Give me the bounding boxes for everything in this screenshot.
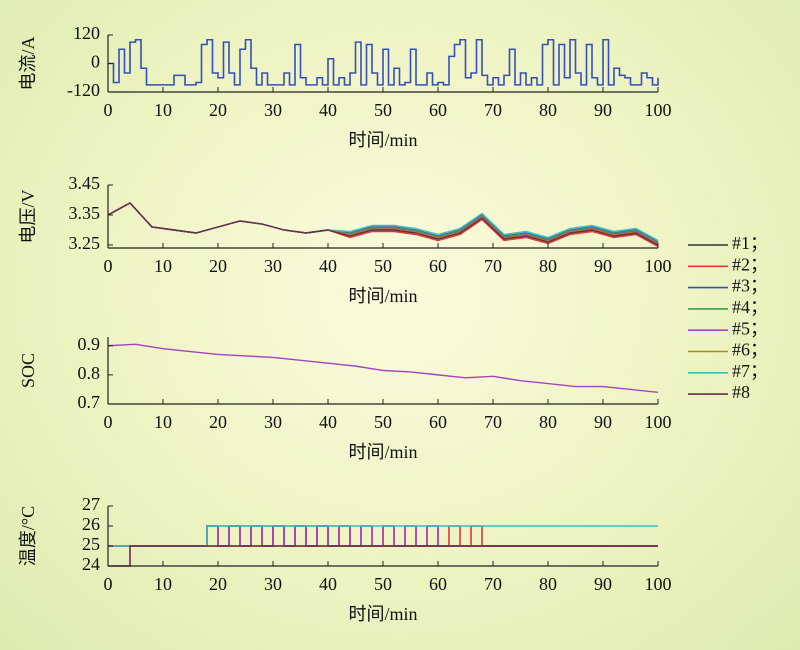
x-tick-label: 90: [594, 412, 612, 432]
legend-label: #5；: [732, 318, 768, 338]
x-tick-label: 90: [594, 100, 612, 120]
series-line: [107, 202, 659, 245]
x-tick-label: 30: [264, 256, 282, 276]
y-tick-label: 0.9: [78, 334, 101, 354]
x-tick-label: 60: [429, 100, 447, 120]
x-tick-label: 100: [645, 412, 672, 432]
series-line: [108, 525, 658, 547]
series-line: [107, 202, 659, 246]
x-tick-label: 20: [209, 574, 227, 594]
x-tick-label: 50: [374, 100, 392, 120]
y-tick-label: -120: [67, 80, 100, 100]
x-tick-label: 40: [319, 256, 337, 276]
x-axis-label: 时间/min: [348, 286, 417, 306]
y-axis-label: 电压/V: [18, 189, 38, 243]
x-tick-label: 10: [154, 574, 172, 594]
y-tick-label: 0.8: [78, 363, 101, 383]
x-tick-label: 80: [539, 574, 557, 594]
series-line: [107, 202, 659, 246]
x-tick-label: 80: [539, 412, 557, 432]
x-tick-label: 70: [484, 256, 502, 276]
x-tick-label: 20: [209, 256, 227, 276]
x-tick-label: 90: [594, 574, 612, 594]
y-tick-label: 0: [91, 52, 100, 72]
x-tick-label: 30: [264, 100, 282, 120]
x-tick-label: 70: [484, 100, 502, 120]
y-axis-label: SOC: [18, 353, 38, 388]
series-line: [108, 545, 658, 567]
x-tick-label: 0: [104, 256, 113, 276]
x-tick-label: 30: [264, 574, 282, 594]
y-axis-label: 温度/°C: [18, 506, 38, 566]
legend-label: #8: [732, 382, 750, 402]
x-tick-label: 0: [104, 412, 113, 432]
x-tick-label: 100: [645, 574, 672, 594]
x-tick-label: 80: [539, 256, 557, 276]
x-tick-label: 10: [154, 256, 172, 276]
x-tick-label: 50: [374, 256, 392, 276]
series-line: [107, 343, 659, 394]
x-tick-label: 60: [429, 256, 447, 276]
legend-label: #1；: [732, 233, 768, 253]
x-tick-label: 60: [429, 574, 447, 594]
x-tick-label: 50: [374, 574, 392, 594]
y-tick-label: 26: [82, 514, 100, 534]
legend-label: #3；: [732, 276, 768, 296]
x-tick-label: 100: [645, 256, 672, 276]
x-tick-label: 80: [539, 100, 557, 120]
y-tick-label: 3.35: [69, 203, 101, 223]
x-tick-label: 40: [319, 412, 337, 432]
y-tick-label: 3.45: [69, 173, 101, 193]
x-tick-label: 20: [209, 100, 227, 120]
x-axis-label: 时间/min: [348, 604, 417, 624]
series-line: [107, 202, 659, 245]
x-tick-label: 40: [319, 574, 337, 594]
y-axis-label: 电流/A: [18, 36, 38, 90]
x-tick-label: 100: [645, 100, 672, 120]
x-tick-label: 20: [209, 412, 227, 432]
x-tick-label: 70: [484, 574, 502, 594]
series-line: [107, 202, 659, 244]
y-tick-label: 25: [82, 534, 100, 554]
y-tick-label: 0.7: [78, 392, 101, 412]
x-tick-label: 30: [264, 412, 282, 432]
series-line: [108, 38, 659, 86]
x-tick-label: 10: [154, 100, 172, 120]
legend-label: #6；: [732, 340, 768, 360]
x-tick-label: 10: [154, 412, 172, 432]
y-tick-label: 27: [82, 494, 100, 514]
y-tick-label: 24: [82, 554, 100, 574]
x-tick-label: 40: [319, 100, 337, 120]
x-tick-label: 0: [104, 574, 113, 594]
x-tick-label: 70: [484, 412, 502, 432]
x-tick-label: 60: [429, 412, 447, 432]
y-tick-label: 3.25: [69, 233, 101, 253]
series-line: [107, 202, 659, 242]
x-axis-label: 时间/min: [348, 442, 417, 462]
x-tick-label: 90: [594, 256, 612, 276]
x-axis-label: 时间/min: [348, 130, 417, 150]
series-line: [107, 202, 659, 248]
series-line: [107, 202, 659, 243]
x-tick-label: 0: [104, 100, 113, 120]
y-tick-label: 120: [73, 23, 100, 43]
legend-label: #2；: [732, 254, 768, 274]
x-tick-label: 50: [374, 412, 392, 432]
legend-label: #4；: [732, 297, 768, 317]
legend-label: #7；: [732, 361, 768, 381]
